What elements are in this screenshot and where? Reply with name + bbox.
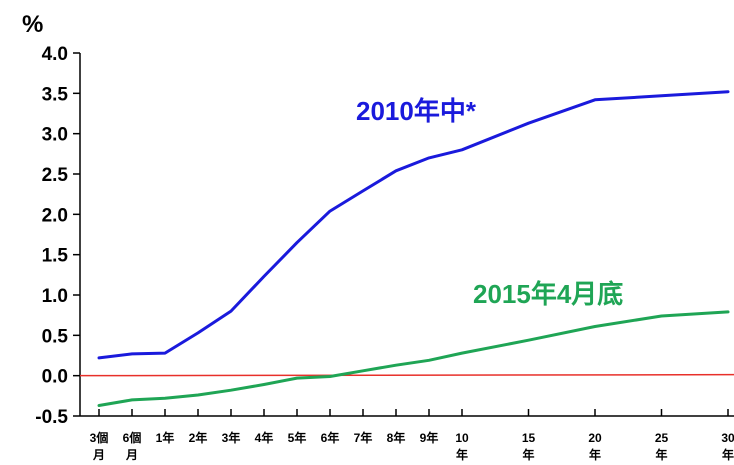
x-tick-label: 10 [455,431,469,445]
x-tick-label: 月 [92,448,105,462]
y-tick-label: 0.0 [42,367,68,388]
y-tick-label: -0.5 [35,407,68,428]
x-tick-label: 3年 [222,430,241,445]
x-tick-label: 8年 [387,430,406,445]
x-tick-label: 3個 [90,430,109,445]
x-tick-label: 4年 [255,430,274,445]
zero-reference-line [79,373,734,377]
x-tick-label: 年 [456,447,468,462]
x-tick-label: 20 [588,431,602,445]
series-label-2010: 2010年中* [356,96,477,126]
y-tick-label: 2.5 [42,165,69,186]
x-tick-label: 9年 [420,430,439,445]
x-tick-label: 月 [125,448,138,462]
y-tick-label: 2.0 [42,205,68,226]
x-tick-label: 7年 [354,430,373,445]
y-tick-label: 3.5 [42,84,69,105]
series-line-2015 [97,310,730,407]
x-tick-label: 15 [522,431,536,445]
series-line-2010 [97,90,730,360]
x-tick-label: 5年 [288,430,307,445]
y-tick-label: 1.0 [42,286,68,307]
axes: 4.0 3.5 3.0 2.5 2.0 1.5 1.0 0.5 0.0 -0.5 3個月 6個月 1年 2… [35,44,734,462]
y-tick-label: 3.0 [42,125,68,146]
x-tick-label: 年 [589,447,601,462]
x-tick-label: 年 [522,447,534,462]
x-tick-label: 6個 [123,430,142,445]
x-tick-label: 1年 [156,430,175,445]
y-tick-label: 1.5 [42,246,69,267]
y-axis-unit-label: % [22,11,43,38]
y-tick-label: 4.0 [42,44,68,65]
x-tick-label: 年 [655,447,667,462]
series-label-2015: 2015年4月底 [473,279,623,309]
x-tick-label: 6年 [321,430,340,445]
y-tick-label: 0.5 [42,326,69,347]
x-tick-label: 30 [721,431,734,445]
x-tick-label: 年 [722,447,734,462]
x-tick-label: 25 [655,431,669,445]
series-lines [97,90,730,407]
x-tick-label: 2年 [189,430,208,445]
